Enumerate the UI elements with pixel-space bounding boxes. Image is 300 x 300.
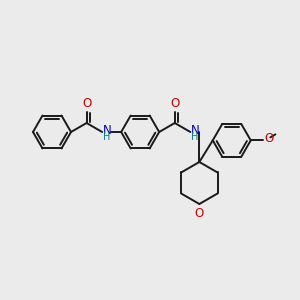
Text: O: O	[264, 132, 274, 145]
Text: H: H	[103, 132, 111, 142]
Text: N: N	[103, 124, 112, 136]
Text: N: N	[191, 124, 200, 136]
Text: O: O	[195, 207, 204, 220]
Text: O: O	[170, 97, 179, 110]
Text: H: H	[191, 132, 199, 142]
Text: O: O	[82, 97, 91, 110]
